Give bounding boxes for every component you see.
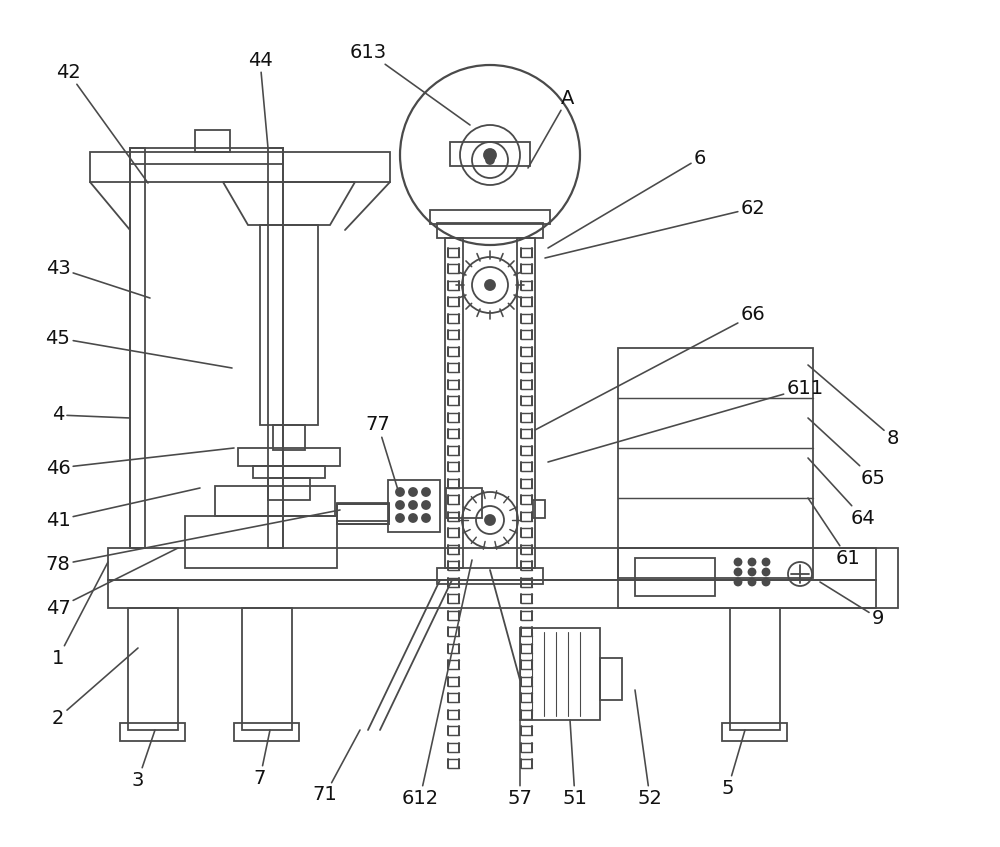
Circle shape bbox=[396, 488, 404, 496]
Text: 1: 1 bbox=[52, 562, 108, 667]
Text: 3: 3 bbox=[132, 730, 155, 789]
Bar bbox=[108, 548, 876, 580]
Text: 78: 78 bbox=[46, 510, 340, 574]
Circle shape bbox=[485, 515, 495, 525]
Circle shape bbox=[734, 558, 742, 566]
Text: 8: 8 bbox=[808, 365, 899, 447]
Text: 43: 43 bbox=[46, 258, 150, 298]
Bar bbox=[520, 628, 600, 720]
Circle shape bbox=[409, 488, 417, 496]
Bar bbox=[337, 504, 389, 524]
Text: 9: 9 bbox=[820, 582, 884, 628]
Text: 611: 611 bbox=[548, 379, 824, 462]
Text: 57: 57 bbox=[508, 720, 532, 807]
Text: 613: 613 bbox=[349, 42, 470, 125]
Text: 6: 6 bbox=[548, 148, 706, 248]
Circle shape bbox=[763, 568, 770, 575]
Bar bbox=[635, 558, 715, 596]
Circle shape bbox=[422, 488, 430, 496]
Bar bbox=[120, 723, 185, 741]
Bar bbox=[618, 548, 898, 608]
Bar bbox=[260, 225, 318, 425]
Text: 61: 61 bbox=[808, 498, 860, 567]
Circle shape bbox=[422, 514, 430, 522]
Circle shape bbox=[734, 579, 742, 585]
Bar bbox=[130, 148, 283, 164]
Bar bbox=[445, 238, 463, 568]
Bar bbox=[430, 210, 550, 224]
Text: 612: 612 bbox=[401, 560, 472, 807]
Circle shape bbox=[486, 156, 494, 164]
Bar bbox=[238, 448, 340, 466]
Text: A: A bbox=[528, 88, 575, 168]
Bar bbox=[337, 503, 389, 521]
Bar bbox=[446, 488, 482, 518]
Bar bbox=[108, 580, 876, 608]
Bar bbox=[618, 348, 813, 548]
Text: 46: 46 bbox=[46, 448, 234, 478]
Bar bbox=[618, 548, 813, 578]
Text: 44: 44 bbox=[248, 51, 272, 148]
Bar bbox=[273, 425, 305, 450]
Text: 77: 77 bbox=[366, 416, 398, 490]
Text: 42: 42 bbox=[56, 63, 148, 183]
Circle shape bbox=[409, 501, 417, 509]
Bar bbox=[253, 466, 325, 478]
Bar bbox=[268, 148, 283, 548]
Text: 52: 52 bbox=[635, 690, 662, 807]
Text: 62: 62 bbox=[545, 198, 765, 258]
Bar bbox=[437, 223, 543, 238]
Text: 45: 45 bbox=[46, 329, 232, 368]
Circle shape bbox=[422, 501, 430, 509]
Circle shape bbox=[396, 501, 404, 509]
Text: 47: 47 bbox=[46, 548, 178, 617]
Circle shape bbox=[485, 280, 495, 290]
Bar bbox=[730, 608, 780, 730]
Text: 51: 51 bbox=[563, 720, 587, 807]
Bar bbox=[722, 723, 787, 741]
Circle shape bbox=[484, 149, 496, 161]
Circle shape bbox=[409, 514, 417, 522]
Circle shape bbox=[763, 558, 770, 566]
Bar bbox=[388, 480, 440, 532]
Text: 7: 7 bbox=[254, 730, 270, 788]
Bar bbox=[215, 486, 335, 516]
Text: 65: 65 bbox=[808, 418, 885, 488]
Circle shape bbox=[748, 568, 756, 575]
Bar bbox=[437, 568, 543, 584]
Bar bbox=[533, 500, 545, 518]
Circle shape bbox=[748, 579, 756, 585]
Text: 71: 71 bbox=[313, 730, 360, 805]
Bar bbox=[242, 608, 292, 730]
Circle shape bbox=[748, 558, 756, 566]
Bar bbox=[268, 478, 310, 500]
Text: 66: 66 bbox=[535, 306, 765, 430]
Text: 5: 5 bbox=[722, 730, 745, 798]
Bar bbox=[90, 152, 390, 182]
Text: 41: 41 bbox=[46, 488, 200, 529]
Bar bbox=[234, 723, 299, 741]
Bar bbox=[600, 658, 622, 700]
Circle shape bbox=[763, 579, 770, 585]
Circle shape bbox=[734, 568, 742, 575]
Bar bbox=[450, 142, 530, 166]
Text: 4: 4 bbox=[52, 406, 130, 424]
Bar bbox=[130, 148, 145, 548]
Bar bbox=[517, 238, 535, 568]
Text: 2: 2 bbox=[52, 648, 138, 728]
Bar bbox=[185, 516, 337, 568]
Bar bbox=[128, 608, 178, 730]
Circle shape bbox=[396, 514, 404, 522]
Text: 64: 64 bbox=[808, 458, 875, 528]
Bar bbox=[195, 130, 230, 152]
